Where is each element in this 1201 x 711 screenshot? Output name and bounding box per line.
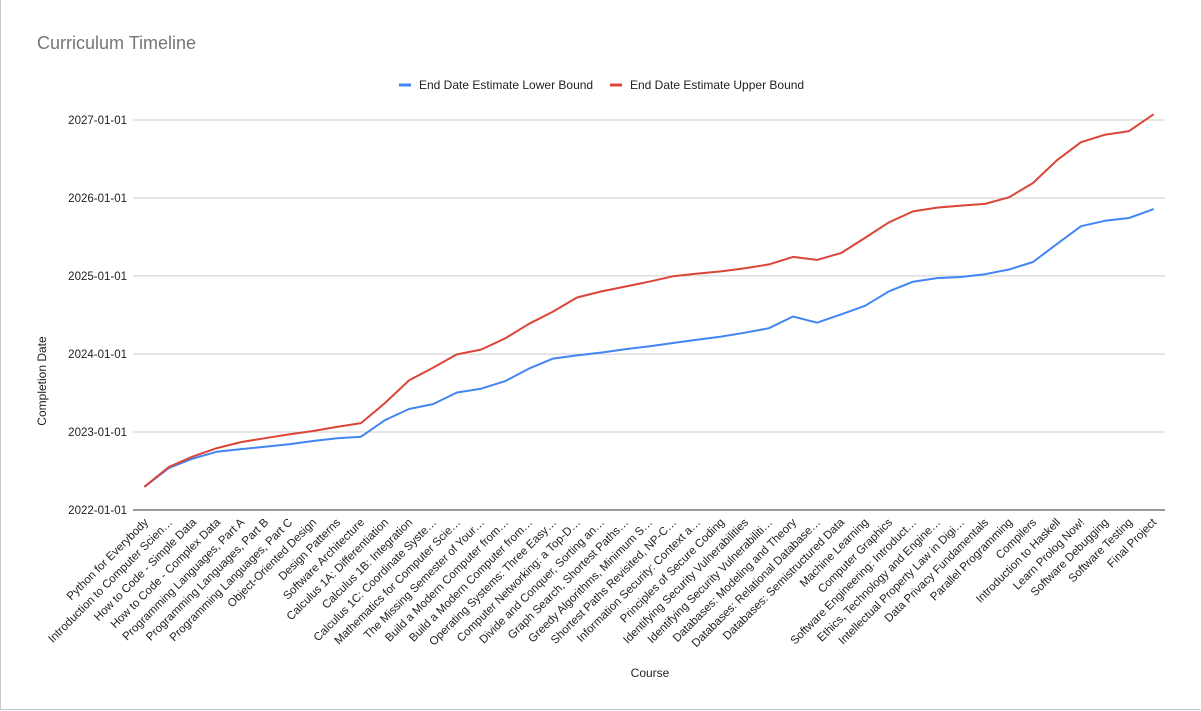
legend-label: End Date Estimate Upper Bound: [630, 78, 804, 92]
chart-title: Curriculum Timeline: [37, 33, 197, 53]
legend-label: End Date Estimate Lower Bound: [419, 78, 593, 92]
y-tick-label: 2025-01-01: [68, 271, 127, 283]
series-line-lower-bound: [144, 208, 1154, 488]
gridlines: [133, 119, 1165, 511]
y-axis-ticks: 2022-01-01 2023-01-01 2024-01-01 2025-01-01…: [68, 115, 127, 517]
y-axis-title: Completion Date: [35, 336, 49, 426]
series-line-upper-bound: [144, 113, 1154, 488]
x-axis-title: Course: [631, 666, 670, 680]
series-lines: [144, 113, 1154, 488]
y-tick-label: 2026-01-01: [68, 193, 127, 205]
legend: End Date Estimate Lower Bound End Date Es…: [399, 78, 804, 92]
y-tick-label: 2022-01-01: [68, 505, 127, 517]
y-tick-label: 2023-01-01: [68, 427, 127, 439]
y-tick-label: 2027-01-01: [68, 115, 127, 127]
y-tick-label: 2024-01-01: [68, 349, 127, 361]
